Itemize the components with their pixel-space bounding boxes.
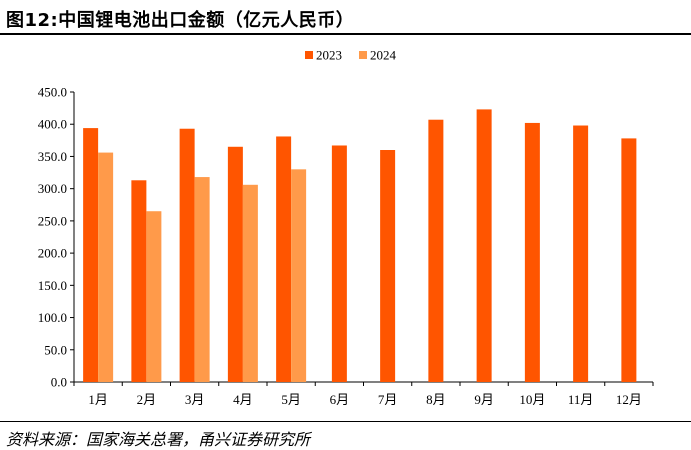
x-tick-label: 4月 xyxy=(233,392,253,407)
x-tick-label: 3月 xyxy=(185,392,205,407)
bar-2023-1 xyxy=(83,128,99,382)
y-tick-label: 100.0 xyxy=(38,310,67,325)
legend-label-2023: 2023 xyxy=(316,48,342,63)
y-tick-label: 450.0 xyxy=(38,85,67,100)
bar-2023-9 xyxy=(476,109,492,383)
bar-2023-6 xyxy=(331,145,347,382)
legend-label-2024: 2024 xyxy=(370,48,397,63)
bar-2023-2 xyxy=(131,180,147,382)
source-note: 资料来源：国家海关总署，甬兴证券研究所 xyxy=(6,430,311,449)
title-divider xyxy=(0,33,691,35)
bar-chart: 2023 2024 0.0 50.0 100.0 150.0 200.0 250.0 300.… xyxy=(38,48,654,407)
bar-2023-11 xyxy=(573,125,589,382)
chart-header: 图12:中国锂电池出口金额（亿元人民币） xyxy=(0,0,691,32)
x-tick-label: 5月 xyxy=(281,392,301,407)
bar-2023-4 xyxy=(227,146,243,382)
y-tick-label: 200.0 xyxy=(38,246,67,261)
bar-2023-3 xyxy=(179,128,195,382)
bar-2023-5 xyxy=(276,136,292,382)
bar-2024-5 xyxy=(291,169,307,382)
bar-2024-2 xyxy=(146,211,162,382)
x-tick-label: 10月 xyxy=(519,392,545,407)
y-axis: 0.0 50.0 100.0 150.0 200.0 250.0 300.0 350.0 400… xyxy=(38,85,75,390)
bar-2023-7 xyxy=(380,150,396,382)
bar-2023-8 xyxy=(428,119,444,382)
x-tick-label: 1月 xyxy=(88,392,108,407)
x-tick-label: 8月 xyxy=(426,392,446,407)
chart-legend: 2023 2024 xyxy=(305,48,397,63)
bar-2024-1 xyxy=(98,152,114,382)
footer-divider xyxy=(0,421,691,422)
bar-2024-4 xyxy=(242,184,258,382)
x-tick-label: 7月 xyxy=(378,392,398,407)
x-tick-label: 9月 xyxy=(474,392,494,407)
y-tick-label: 150.0 xyxy=(38,278,67,293)
y-tick-label: 300.0 xyxy=(38,181,67,196)
y-tick-label: 350.0 xyxy=(38,149,67,164)
bar-2024-3 xyxy=(194,177,210,382)
chart-title: 图12:中国锂电池出口金额（亿元人民币） xyxy=(6,10,355,31)
bar-2023-12 xyxy=(621,138,637,382)
x-tick-label: 12月 xyxy=(616,392,642,407)
y-tick-label: 50.0 xyxy=(44,342,67,357)
x-tick-label: 11月 xyxy=(568,392,594,407)
y-tick-label: 0.0 xyxy=(51,375,67,390)
y-tick-label: 400.0 xyxy=(38,117,67,132)
legend-swatch-2023 xyxy=(305,51,313,59)
bar-2023-10 xyxy=(524,122,540,382)
bars-group xyxy=(83,109,637,383)
x-tick-label: 6月 xyxy=(330,392,350,407)
legend-swatch-2024 xyxy=(359,51,367,59)
x-tick-label: 2月 xyxy=(137,392,157,407)
x-axis: 1月 2月 3月 4月 5月 6月 7月 8月 9月 10月 11月 12月 xyxy=(73,381,654,407)
y-tick-label: 250.0 xyxy=(38,213,67,228)
